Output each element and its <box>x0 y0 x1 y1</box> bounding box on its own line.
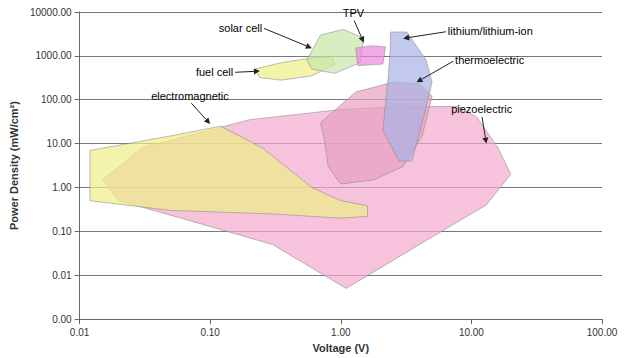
svg-text:0.01: 0.01 <box>70 327 90 338</box>
svg-text:lithium/lithium-ion: lithium/lithium-ion <box>448 25 533 37</box>
svg-text:Power Density (mW/cm²): Power Density (mW/cm²) <box>8 101 20 230</box>
svg-text:solar cell: solar cell <box>219 22 262 34</box>
svg-text:1.00: 1.00 <box>331 327 351 338</box>
svg-text:piezoelectric: piezoelectric <box>451 103 513 115</box>
svg-text:fuel cell: fuel cell <box>196 66 233 78</box>
svg-text:1.00: 1.00 <box>52 182 72 193</box>
svg-text:10.00: 10.00 <box>47 138 72 149</box>
svg-text:100.00: 100.00 <box>587 327 618 338</box>
svg-text:10.00: 10.00 <box>459 327 484 338</box>
svg-text:0.10: 0.10 <box>52 226 72 237</box>
svg-text:thermoelectric: thermoelectric <box>455 54 525 66</box>
svg-text:0.00: 0.00 <box>52 314 72 325</box>
svg-text:0.01: 0.01 <box>52 270 72 281</box>
svg-text:1000.00: 1000.00 <box>35 50 72 61</box>
svg-text:100.00: 100.00 <box>41 94 72 105</box>
svg-text:Voltage (V): Voltage (V) <box>312 342 369 354</box>
svg-text:10000.00: 10000.00 <box>30 7 72 18</box>
svg-text:TPV: TPV <box>343 7 365 19</box>
svg-text:electromagnetic: electromagnetic <box>151 90 229 102</box>
svg-text:0.10: 0.10 <box>200 327 220 338</box>
